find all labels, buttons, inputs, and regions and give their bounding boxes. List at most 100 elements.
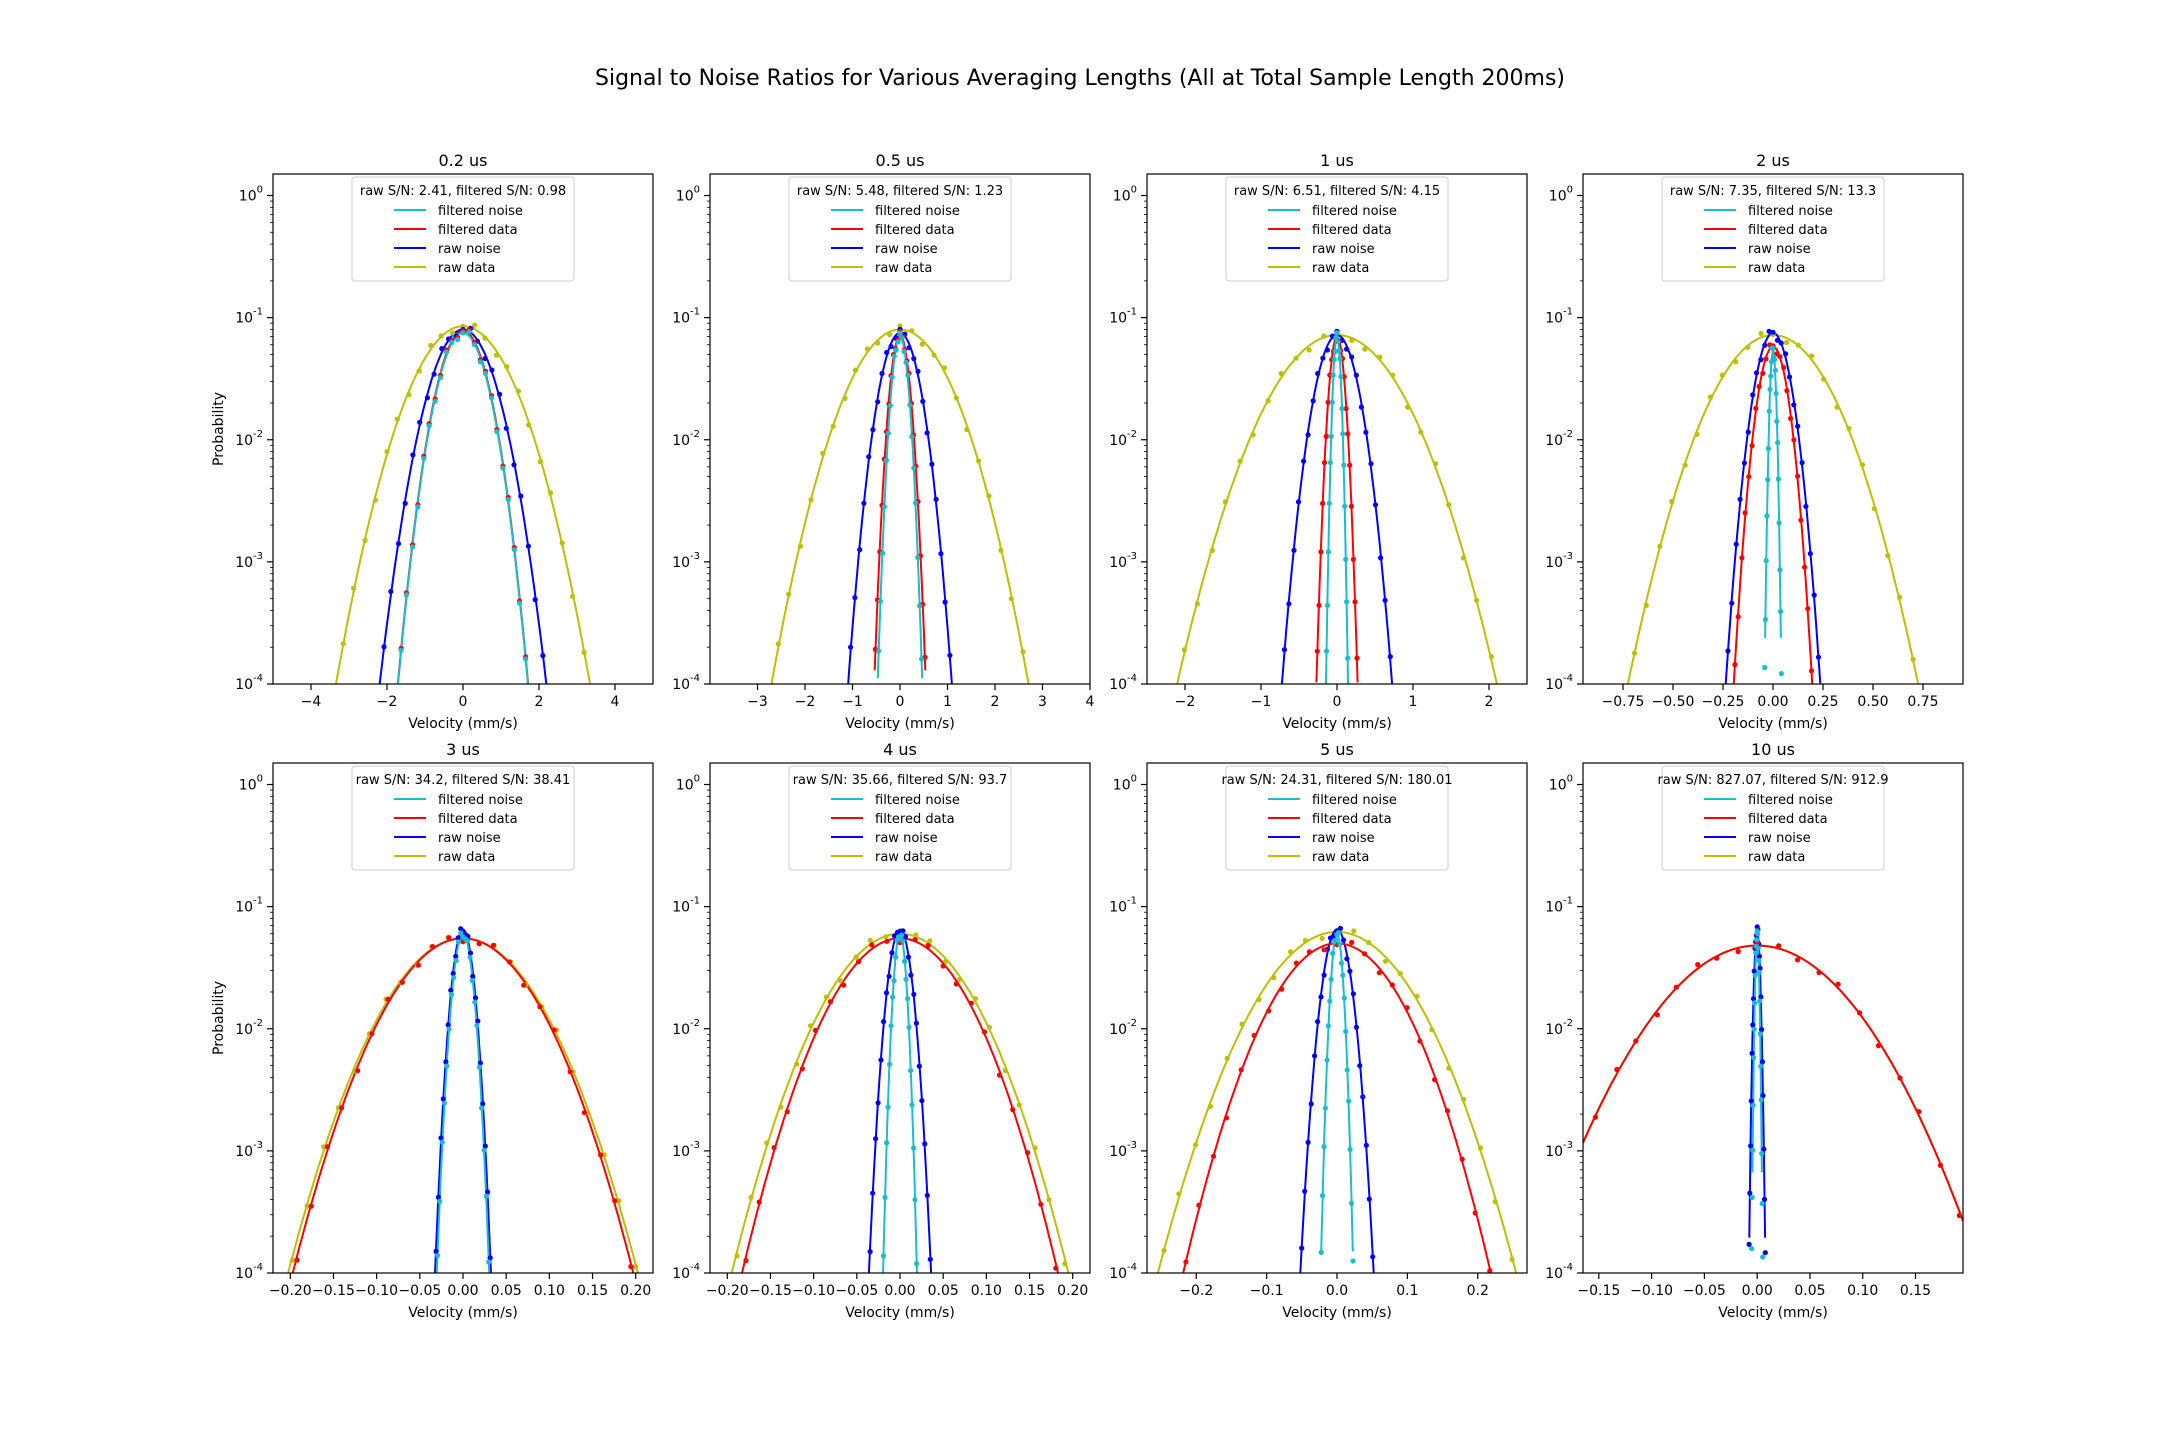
- x-tick-label: 0.10: [971, 1283, 1002, 1299]
- x-tick-label: 2: [1485, 694, 1494, 710]
- data-point: [1916, 1109, 1922, 1115]
- data-point: [797, 543, 804, 549]
- data-point: [1739, 555, 1745, 561]
- data-point: [799, 1066, 805, 1072]
- data-point: [1809, 353, 1815, 359]
- data-point: [1802, 564, 1808, 570]
- legend-title: raw S/N: 35.66, filtered S/N: 93.7: [793, 773, 1008, 788]
- data-point: [1357, 1063, 1363, 1069]
- subplot-5: 10-4 10-3 10-2 10-1 100 −0.20 −0.15 −0.10 −0.05 0…: [672, 740, 1091, 1321]
- data-point: [1857, 1010, 1863, 1016]
- data-point: [1807, 551, 1813, 557]
- data-point: [1509, 1256, 1515, 1262]
- data-point: [1492, 1199, 1498, 1205]
- data-point: [1250, 432, 1256, 438]
- data-point: [1350, 991, 1356, 997]
- legend-entry: filtered noise: [438, 204, 523, 219]
- plot-area: [1583, 924, 1963, 1260]
- y-tick-label: 10-4: [235, 1262, 263, 1282]
- x-tick-label: 2: [991, 694, 1000, 710]
- data-point: [879, 370, 885, 377]
- data-point: [1293, 960, 1299, 966]
- data-point: [1757, 998, 1763, 1004]
- data-point: [1418, 429, 1424, 435]
- data-point: [1748, 1143, 1754, 1149]
- data-point: [1344, 956, 1350, 962]
- data-point: [968, 1000, 974, 1006]
- data-point: [1342, 503, 1348, 509]
- data-point: [1321, 460, 1328, 466]
- data-point: [1306, 949, 1312, 955]
- data-point: [1775, 440, 1781, 446]
- data-point: [875, 399, 881, 405]
- x-tick-label: 0.0: [1326, 1283, 1348, 1299]
- data-point: [477, 359, 483, 365]
- data-point: [1910, 656, 1916, 662]
- data-point: [398, 647, 404, 653]
- data-point: [1349, 939, 1355, 946]
- data-point: [632, 1264, 639, 1270]
- data-point: [409, 544, 416, 550]
- data-point: [900, 928, 906, 934]
- data-point: [882, 1194, 888, 1200]
- data-point: [1751, 968, 1757, 974]
- x-axis-label: Velocity (mm/s): [1282, 716, 1392, 732]
- data-point: [1315, 370, 1321, 377]
- data-point: [786, 591, 792, 597]
- data-point: [823, 994, 830, 1000]
- data-point: [1781, 364, 1787, 371]
- data-point: [912, 1197, 918, 1203]
- data-point: [1937, 1162, 1943, 1168]
- data-point: [1753, 405, 1759, 411]
- data-point: [1446, 1065, 1452, 1071]
- y-tick-label: 100: [1113, 774, 1137, 794]
- data-point: [1322, 1105, 1328, 1111]
- subplot-title: 1 us: [1320, 151, 1354, 170]
- legend-entry: raw data: [1312, 850, 1369, 865]
- x-tick-label: −2: [1175, 694, 1196, 710]
- subplot-6: 10-4 10-3 10-2 10-1 100 −0.2 −0.1 0.0 0.1 0.2 5 us…: [1109, 740, 1528, 1321]
- data-point: [1344, 1067, 1350, 1073]
- data-point: [1306, 347, 1312, 353]
- data-point: [1341, 995, 1347, 1001]
- data-point: [355, 1068, 361, 1074]
- series-line-raw-data: [1583, 944, 1963, 1222]
- series-line-raw-data: [770, 328, 1030, 684]
- data-point: [1324, 1057, 1330, 1063]
- data-point: [1759, 1027, 1765, 1033]
- data-point: [1319, 1193, 1326, 1199]
- data-point: [1758, 994, 1764, 1000]
- data-point: [924, 1192, 930, 1198]
- data-point: [812, 1027, 819, 1033]
- data-point: [964, 426, 970, 433]
- data-point: [1762, 1250, 1768, 1256]
- data-point: [406, 392, 412, 398]
- data-point: [1477, 1145, 1483, 1151]
- y-tick-label: 10-1: [1545, 307, 1573, 327]
- data-point: [1760, 1254, 1766, 1260]
- x-tick-label: 0.00: [1742, 1283, 1773, 1299]
- legend: raw S/N: 35.66, filtered S/N: 93.7 filter…: [788, 765, 1012, 871]
- data-point: [435, 1252, 441, 1259]
- data-point: [764, 1140, 770, 1146]
- data-point: [1302, 937, 1308, 944]
- data-point: [891, 933, 898, 939]
- data-point: [1768, 373, 1774, 379]
- x-tick-label: −0.15: [1577, 1283, 1620, 1299]
- x-tick-label: −0.10: [355, 1283, 398, 1299]
- data-point: [884, 938, 890, 944]
- data-point: [1207, 1103, 1213, 1109]
- data-point: [1328, 433, 1334, 439]
- data-point: [1324, 602, 1330, 608]
- data-point: [870, 427, 876, 433]
- data-point: [943, 958, 949, 965]
- data-point: [1224, 1055, 1230, 1061]
- data-point: [830, 423, 836, 429]
- data-point: [875, 1100, 881, 1106]
- data-point: [1337, 941, 1343, 947]
- data-point: [913, 932, 919, 938]
- data-point: [1759, 1150, 1765, 1157]
- data-point: [1760, 370, 1766, 376]
- data-point: [1397, 971, 1403, 977]
- data-point: [487, 1255, 493, 1261]
